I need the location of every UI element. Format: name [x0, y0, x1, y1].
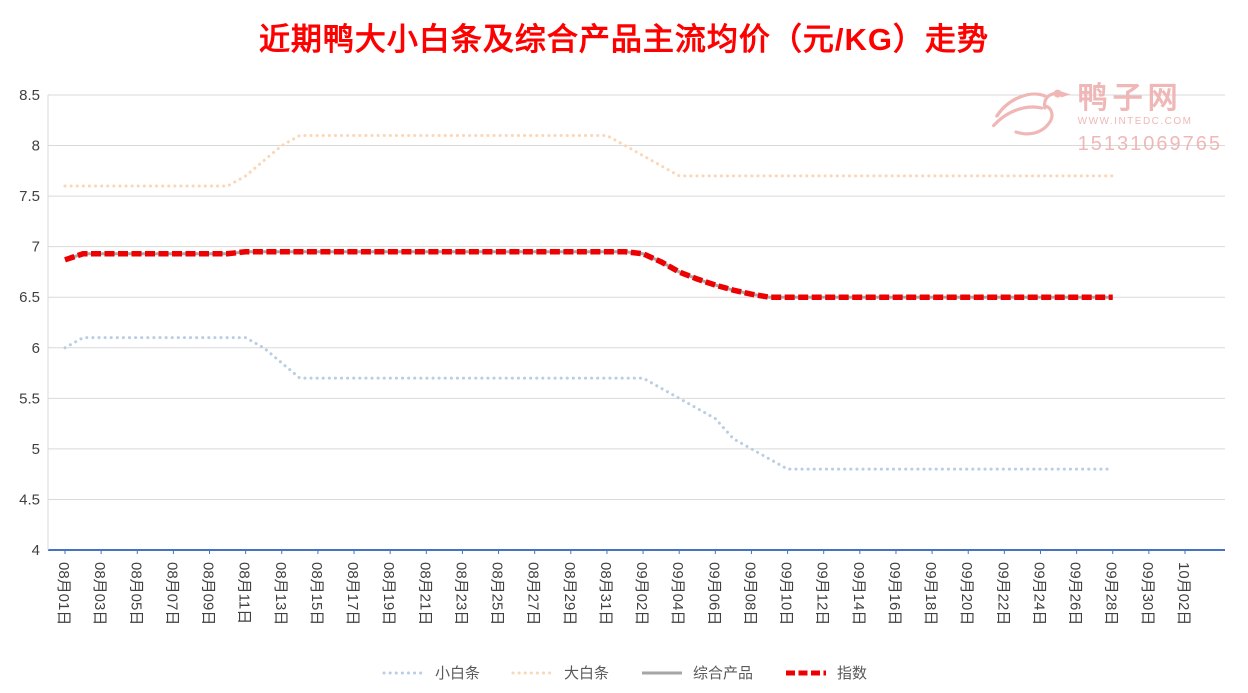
x-axis-label: 08月23日: [452, 562, 469, 625]
x-axis-label: 08月13日: [272, 562, 289, 625]
legend-item-large-white-strip[interactable]: 大白条: [510, 662, 609, 683]
x-axis-label: 08月25日: [489, 562, 506, 625]
x-axis-label: 08月01日: [55, 562, 72, 625]
legend-label-large-white-strip: 大白条: [563, 665, 609, 682]
x-axis-label: 09月14日: [850, 562, 867, 625]
y-axis-label: 7.5: [19, 188, 40, 205]
x-axis-label: 09月30日: [1139, 562, 1156, 625]
x-axis-label: 09月20日: [958, 562, 975, 625]
y-axis-label: 8: [32, 138, 40, 155]
x-axis-label: 08月21日: [416, 562, 433, 625]
x-axis-label: 10月02日: [1175, 562, 1192, 625]
series-line-0: [63, 336, 1115, 471]
y-axis-label: 7: [32, 239, 40, 256]
x-axis-label: 09月12日: [814, 562, 831, 625]
chart-legend: 小白条 大白条 综合产品 指数: [0, 662, 1248, 683]
x-axis-label: 09月18日: [922, 562, 939, 625]
x-axis-label: 09月28日: [1103, 562, 1120, 625]
x-axis-label: 09月06日: [705, 562, 722, 625]
x-axis-label: 09月08日: [741, 562, 758, 625]
x-axis-label: 09月22日: [994, 562, 1011, 625]
x-axis-label: 08月27日: [525, 562, 542, 625]
y-axis-label: 5: [32, 441, 40, 458]
legend-sample-large-white-strip: [511, 671, 555, 674]
series-line-1: [63, 133, 1115, 188]
x-axis-label: 09月04日: [669, 562, 686, 625]
x-axis-label: 08月11日: [236, 562, 253, 624]
legend-item-composite-product[interactable]: 综合产品: [639, 662, 753, 683]
legend-sample-index: [786, 670, 827, 675]
x-axis-label: 09月24日: [1030, 562, 1047, 625]
legend-item-small-white-strip[interactable]: 小白条: [381, 662, 480, 683]
x-axis-label: 09月16日: [886, 562, 903, 625]
x-axis-label: 08月19日: [380, 562, 397, 625]
x-axis-label: 08月31日: [597, 562, 614, 625]
series-line-2: [64, 250, 1113, 299]
legend-label-small-white-strip: 小白条: [434, 665, 480, 682]
x-axis-label: 09月26日: [1067, 562, 1084, 625]
y-axis-label: 4: [32, 542, 40, 559]
x-axis-label: 08月05日: [127, 562, 144, 625]
x-axis-label: 08月07日: [163, 562, 180, 625]
series-line-3: [64, 248, 1113, 300]
x-axis-label: 09月02日: [633, 562, 650, 625]
x-axis-label: 08月29日: [561, 562, 578, 625]
y-axis-label: 8.5: [19, 87, 40, 104]
y-axis-label: 5.5: [19, 390, 40, 407]
legend-sample-composite-product: [642, 671, 682, 674]
legend-item-index[interactable]: 指数: [783, 662, 867, 683]
y-axis-label: 6.5: [19, 289, 40, 306]
y-axis-label: 6: [32, 340, 40, 357]
legend-sample-small-white-strip: [382, 671, 426, 674]
y-axis-label: 4.5: [19, 491, 40, 508]
legend-label-index: 指数: [837, 665, 868, 682]
x-axis-label: 08月09日: [200, 562, 217, 625]
x-axis-label: 08月17日: [344, 562, 361, 625]
legend-label-composite-product: 综合产品: [693, 665, 754, 682]
chart-title: 近期鸭大小白条及综合产品主流均价（元/KG）走势: [258, 22, 990, 57]
x-axis-label: 08月15日: [308, 562, 325, 625]
x-axis-label: 09月10日: [778, 562, 795, 625]
x-axis-label: 08月03日: [91, 562, 108, 625]
